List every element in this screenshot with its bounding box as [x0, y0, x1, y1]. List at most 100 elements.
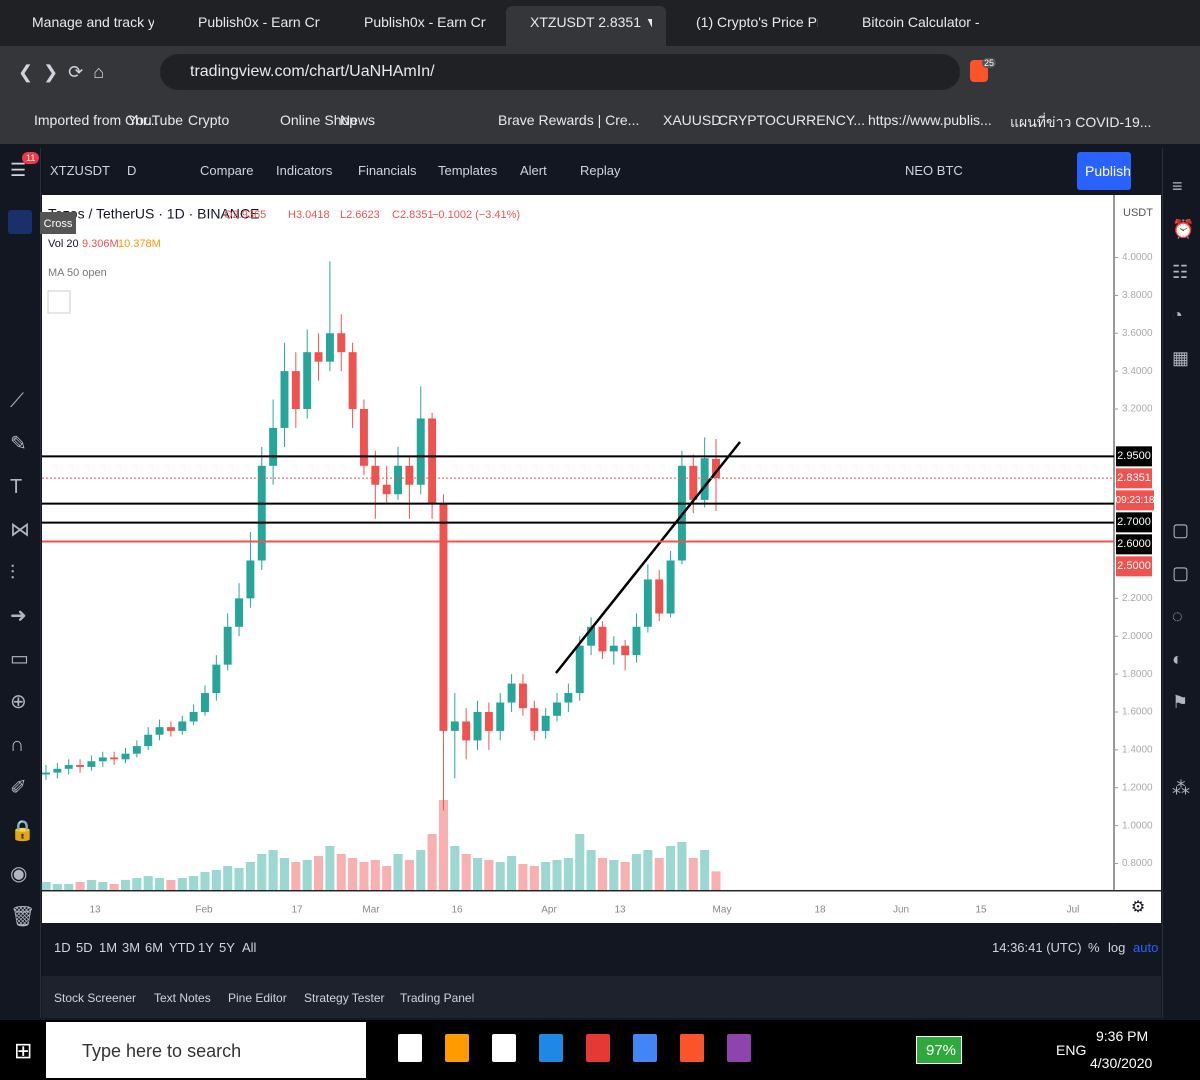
toolbar-button[interactable]: Replay [580, 163, 621, 178]
sidebar-icons[interactable]: ≡ ⏰ ☷ ◔ ▦ ▢ ▢ ◌ ◐ ⚑ ⁂ [1172, 176, 1195, 798]
volume-bar [166, 880, 176, 890]
url: tradingview.com/chart/UaNHAmIn/ [190, 63, 435, 80]
range-button[interactable]: 5Y [219, 940, 235, 955]
volume-bar [484, 860, 494, 890]
candle-body [98, 757, 107, 762]
volume-bar [541, 862, 551, 890]
bookmark[interactable]: Imported from Chr... [34, 112, 159, 128]
range-button[interactable]: 3M [122, 940, 141, 955]
candle-body [712, 458, 720, 479]
last-price-label: 2.8351 [1117, 472, 1151, 484]
range-button[interactable]: All [242, 940, 257, 955]
bookmark[interactable]: Online Shop [280, 112, 358, 128]
y-tick-label: 1.0000 [1122, 820, 1153, 831]
candle-body [632, 626, 641, 656]
candle-body [609, 645, 618, 652]
volume-bar [75, 882, 85, 890]
panel-tab[interactable]: Strategy Tester [304, 991, 385, 1005]
volume-bar [609, 860, 619, 890]
candle-body [428, 418, 437, 504]
volume-bar [211, 870, 221, 890]
range-button[interactable]: 1Y [198, 940, 214, 955]
clock: 14:36:41 (UTC) [992, 940, 1082, 955]
ohlc-value: C2.8351 [392, 209, 434, 221]
range-button[interactable]: 6M [145, 940, 164, 955]
x-tick-label: 15 [975, 905, 987, 916]
bookmark[interactable]: https://www.publis... [868, 112, 992, 128]
volume-bar [291, 862, 301, 890]
taskbar-app[interactable] [492, 1034, 516, 1062]
search-box[interactable] [46, 1022, 366, 1078]
bookmark[interactable]: CRYPTOCURRENCY... [718, 112, 866, 128]
taskbar-app[interactable] [633, 1034, 657, 1062]
candle-body [655, 579, 664, 614]
toolbar-button[interactable]: Alert [520, 163, 547, 178]
volume-bar [586, 850, 596, 890]
panel-tab[interactable]: Stock Screener [54, 991, 137, 1005]
interval[interactable]: D [127, 163, 137, 178]
candle-body [132, 746, 141, 754]
bookmark[interactable]: News [340, 112, 376, 128]
range-button[interactable]: 5D [76, 940, 93, 955]
menu-icon[interactable]: ☰ [10, 160, 27, 180]
scale-option[interactable]: auto [1133, 940, 1159, 955]
bookmark[interactable]: YouTube [128, 112, 184, 128]
x-tick-label: 13 [89, 905, 101, 916]
taskbar-app[interactable] [398, 1034, 422, 1062]
toolbar-button[interactable]: Indicators [276, 163, 333, 178]
volume-bar [109, 884, 119, 890]
nav-buttons[interactable]: ❮ ❯ ⟳ ⌂ [18, 62, 105, 82]
y-tick-label: 1.6000 [1122, 707, 1153, 718]
volume-bar [132, 878, 142, 890]
chart-title: Tezos / TetherUS · 1D · BINANCE [48, 206, 259, 222]
taskbar-app[interactable] [586, 1034, 610, 1062]
toolbar-button[interactable]: Compare [200, 163, 254, 178]
y-tick-label: 3.4000 [1122, 366, 1153, 377]
range-button[interactable]: 1M [99, 940, 118, 955]
level-label: 2.5000 [1117, 560, 1151, 572]
candle-body [598, 626, 607, 652]
bookmark[interactable]: Crypto [188, 112, 230, 128]
y-tick-label: 0.8000 [1122, 858, 1153, 869]
panel-tab[interactable]: Text Notes [154, 991, 211, 1005]
taskbar-app[interactable] [539, 1034, 563, 1062]
volume-bar [666, 846, 676, 890]
bookmark[interactable]: Brave Rewards | Cre... [498, 112, 640, 128]
candle-body [382, 484, 391, 495]
candle-body [450, 721, 459, 731]
toolbar-button[interactable]: Financials [358, 163, 417, 178]
drawing-tools[interactable]: ⟋ ✎ T ⋈ ⫶ ➜ ▭ ⊕ ∩ ✐ 🔒 ◉ 🗑 [10, 390, 36, 928]
start-button[interactable]: ⊞ [14, 1038, 33, 1063]
publish-button[interactable] [1077, 152, 1131, 190]
taskbar-app[interactable] [680, 1034, 704, 1062]
range-button[interactable]: YTD [169, 940, 195, 955]
address-bar[interactable] [160, 54, 960, 90]
compare-pair[interactable]: NEO BTC [905, 163, 963, 178]
candle-body [371, 465, 380, 485]
price-tag [1116, 512, 1152, 533]
panel-tab[interactable]: Pine Editor [228, 991, 287, 1005]
y-tick-label: 3.6000 [1122, 328, 1153, 339]
settings-icon[interactable]: ⚙ [1131, 899, 1145, 916]
symbol[interactable]: XTZUSDT [50, 163, 110, 178]
bookmark[interactable]: แผนที่ข่าว COVID-19... [1010, 114, 1152, 130]
panel-tab[interactable]: Trading Panel [400, 991, 475, 1005]
candle-body [462, 721, 471, 741]
scale-option[interactable]: % [1088, 940, 1100, 955]
range-button[interactable]: 1D [54, 940, 71, 955]
volume-bar [563, 858, 573, 890]
candle-body [587, 626, 596, 646]
candle-body [212, 664, 221, 694]
taskbar-app[interactable] [445, 1034, 469, 1062]
taskbar-app[interactable] [727, 1034, 751, 1062]
trend-line[interactable] [555, 441, 741, 674]
scale-option[interactable]: log [1108, 940, 1126, 955]
bookmark[interactable]: XAUUSD [663, 112, 722, 128]
tab[interactable] [506, 6, 666, 46]
candle-body [348, 352, 357, 409]
collapse-legend[interactable] [47, 290, 71, 314]
volume-bar [700, 850, 710, 890]
toolbar-button[interactable]: Templates [438, 163, 498, 178]
cross-tool[interactable] [8, 210, 32, 234]
